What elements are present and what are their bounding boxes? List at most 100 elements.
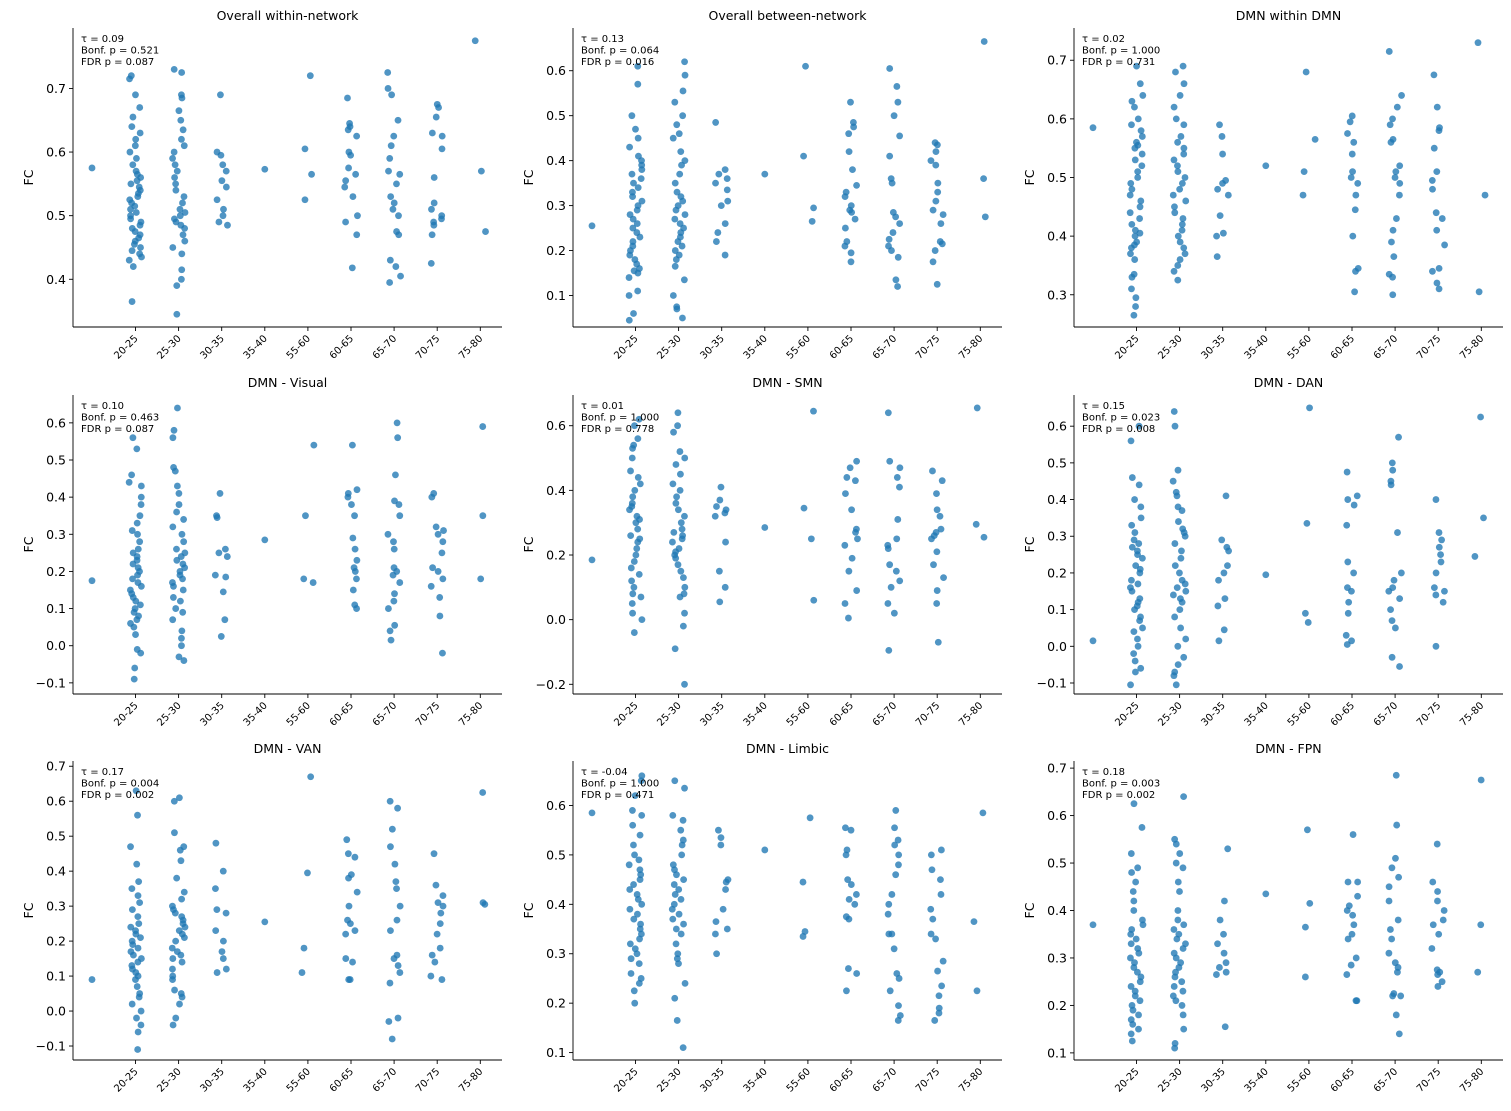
data-point [631,792,639,799]
data-point [1344,496,1352,503]
data-point [1306,899,1314,907]
data-point [634,474,642,481]
data-point [125,478,133,486]
data-point [477,575,485,583]
data-point [716,496,724,504]
data-point [629,807,636,814]
data-point [672,940,680,948]
data-point [1439,916,1447,924]
data-point [841,541,849,549]
data-point [677,895,685,903]
data-point [1393,821,1401,829]
data-point [431,958,439,966]
data-point [672,461,680,468]
y-tick-label: 0.4 [1047,492,1067,507]
data-point [1429,921,1437,929]
data-point [386,627,394,635]
data-point [673,493,680,501]
data-point [1171,203,1178,211]
data-point [625,274,633,281]
data-point [129,434,137,442]
data-point [1131,987,1139,995]
data-point [886,457,894,465]
data-point [1214,940,1221,948]
data-point [1433,279,1441,287]
data-point [1216,121,1223,129]
data-point [628,600,636,607]
data-point [929,206,937,214]
data-point [1350,138,1358,146]
data-point [970,918,978,926]
y-axis-label: FC [21,902,36,918]
data-point [671,215,679,223]
data-point [671,645,679,653]
data-point [88,577,96,585]
data-point [1396,191,1403,199]
data-point [1389,115,1396,123]
data-point [1127,179,1135,187]
data-point [1128,221,1136,228]
data-point [1127,954,1134,962]
data-point [170,464,177,471]
data-point [1131,103,1138,111]
data-point [385,167,392,175]
data-point [669,915,677,923]
x-tick-label: 65-70 [871,1066,899,1094]
data-point [1477,776,1485,784]
subplot-9: DMN - FPN FC 0.1 0.2 0.3 0.4 0.5 0.6 0.7 20-25 25-… [1022,741,1503,1095]
data-point [128,906,136,914]
data-point [842,188,850,196]
data-point [137,1007,145,1015]
data-point [1174,907,1182,914]
data-point [635,415,643,423]
data-point [851,900,859,908]
data-point [1429,267,1436,275]
data-point [479,512,487,520]
y-tick-label: 0.6 [46,145,66,160]
data-point [1433,103,1441,111]
data-point [671,994,679,1002]
data-point [671,777,679,785]
data-point [847,202,855,210]
x-tick-label: 55-60 [785,700,813,728]
data-point [1089,637,1097,645]
x-tick-label: 65-70 [1372,333,1400,361]
stats-annotation: FDR p = 0.778 [581,424,654,435]
data-point [178,958,186,966]
data-point [353,231,361,239]
y-tick-label: 0.2 [546,996,566,1011]
data-point [1128,474,1136,481]
data-point [219,212,227,220]
y-tick-label: 0.1 [546,1045,566,1060]
stats-annotation: Bonf. p = 0.003 [1082,779,1160,790]
data-point [479,423,487,430]
data-point [133,445,141,453]
data-point [1349,831,1357,838]
x-tick-label: 20-25 [612,1066,640,1094]
data-point [713,503,720,510]
data-point [342,930,350,938]
data-point [128,224,136,232]
data-point [128,527,136,534]
data-point [212,885,219,893]
data-point [390,545,398,553]
data-point [1179,864,1187,872]
data-point [936,238,944,245]
data-point [137,1021,145,1029]
data-point [681,609,688,617]
data-point [178,275,185,283]
data-point [721,166,729,174]
y-tick-label: 0.1 [46,969,66,984]
data-point [1132,226,1139,234]
x-tick-label: 20-25 [1113,333,1141,361]
x-tick-label: 60-65 [328,1066,356,1094]
data-point [351,853,359,861]
data-point [1389,226,1397,234]
y-tick-label: 0.2 [546,243,566,258]
data-point [1176,238,1184,246]
data-point [1177,595,1184,603]
x-tick-label: 35-40 [742,1066,770,1094]
data-point [1388,864,1396,872]
data-point [215,218,223,226]
data-point [721,251,729,259]
